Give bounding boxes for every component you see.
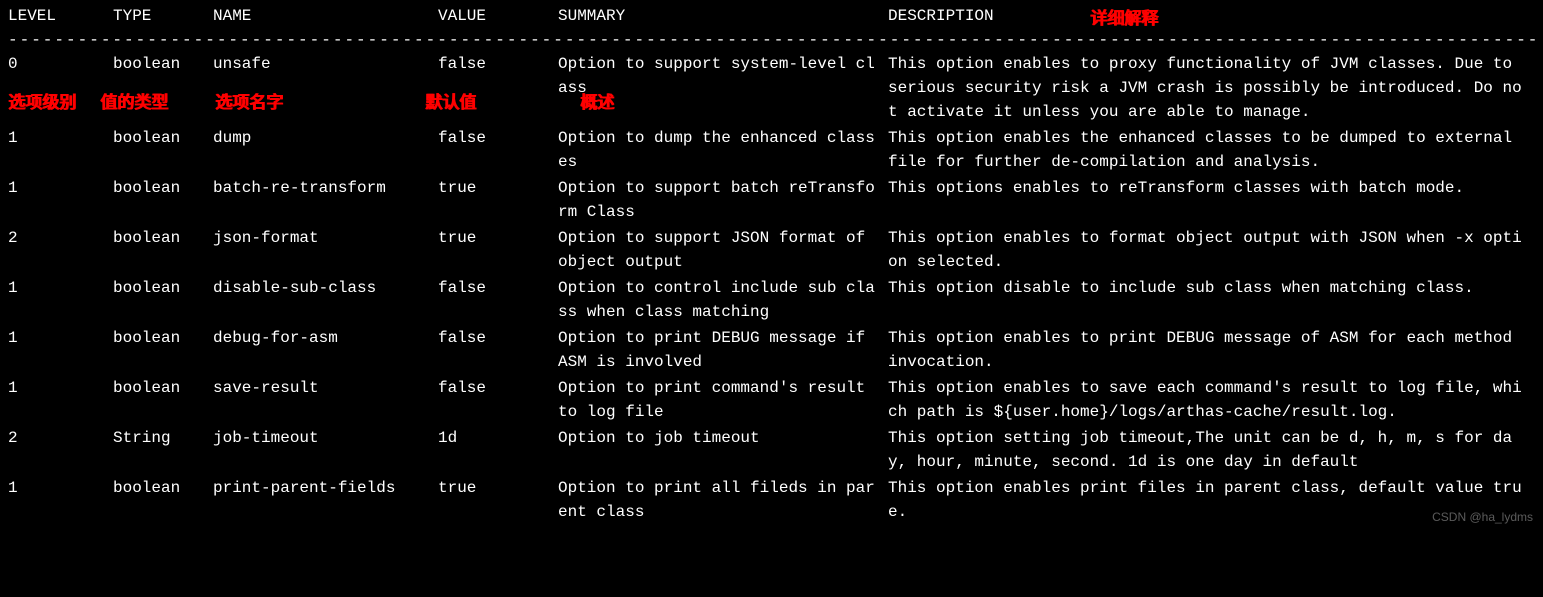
- annot-name: 选项名字: [215, 90, 283, 116]
- cell-description: This option setting job timeout,The unit…: [888, 426, 1528, 474]
- annot-value: 默认值: [425, 90, 476, 116]
- cell-type: boolean: [113, 326, 213, 350]
- cell-type: boolean: [113, 226, 213, 250]
- cell-name: json-format: [213, 226, 438, 250]
- cell-level: 1: [8, 326, 113, 350]
- cell-level: 1: [8, 376, 113, 400]
- annot-description: 详细解释: [1090, 6, 1158, 32]
- cell-value: true: [438, 476, 558, 500]
- table-row: 1booleanprint-parent-fieldstrueOption to…: [8, 476, 1535, 524]
- cell-summary: Option to print all fileds in parent cla…: [558, 476, 888, 524]
- cell-name: disable-sub-class: [213, 276, 438, 300]
- cell-description: This option enables to format object out…: [888, 226, 1528, 274]
- cell-name: print-parent-fields: [213, 476, 438, 500]
- cell-name: batch-re-transform: [213, 176, 438, 200]
- cell-type: boolean: [113, 376, 213, 400]
- cell-value: false: [438, 376, 558, 400]
- cell-name: save-result: [213, 376, 438, 400]
- header-level: LEVEL: [8, 4, 113, 28]
- cell-summary: Option to print command's result to log …: [558, 376, 888, 424]
- header-name: NAME: [213, 4, 438, 28]
- table-row: 1booleandumpfalseOption to dump the enha…: [8, 126, 1535, 174]
- table-row: 2Stringjob-timeout1dOption to job timeou…: [8, 426, 1535, 474]
- separator-line: ----------------------------------------…: [8, 28, 1535, 52]
- cell-description: This option enables to save each command…: [888, 376, 1528, 424]
- table-row: 2booleanjson-formattrueOption to support…: [8, 226, 1535, 274]
- table-header-row: LEVEL TYPE NAME VALUE SUMMARY DESCRIPTIO…: [8, 4, 1535, 28]
- cell-level: 1: [8, 276, 113, 300]
- header-value: VALUE: [438, 4, 558, 28]
- header-type: TYPE: [113, 4, 213, 28]
- cell-name: debug-for-asm: [213, 326, 438, 350]
- cell-level: 2: [8, 226, 113, 250]
- cell-summary: Option to control include sub class when…: [558, 276, 888, 324]
- cell-value: false: [438, 126, 558, 150]
- annot-type: 值的类型: [100, 90, 168, 116]
- cell-description: This option disable to include sub class…: [888, 276, 1528, 300]
- cell-description: This option enables to print DEBUG messa…: [888, 326, 1528, 374]
- table-row: 1booleanbatch-re-transformtrueOption to …: [8, 176, 1535, 224]
- header-description: DESCRIPTION: [888, 4, 1528, 28]
- cell-value: false: [438, 52, 558, 76]
- table-row: 1booleansave-resultfalseOption to print …: [8, 376, 1535, 424]
- cell-level: 1: [8, 126, 113, 150]
- cell-name: job-timeout: [213, 426, 438, 450]
- header-summary: SUMMARY: [558, 4, 888, 28]
- annot-summary: 概述: [580, 90, 614, 116]
- cell-value: 1d: [438, 426, 558, 450]
- cell-type: String: [113, 426, 213, 450]
- cell-value: true: [438, 226, 558, 250]
- cell-level: 0: [8, 52, 113, 76]
- table-body: 0booleanunsafefalseOption to support sys…: [8, 52, 1535, 524]
- cell-type: boolean: [113, 176, 213, 200]
- cell-level: 1: [8, 476, 113, 500]
- cell-name: unsafe: [213, 52, 438, 76]
- cell-summary: Option to support batch reTransform Clas…: [558, 176, 888, 224]
- cell-name: dump: [213, 126, 438, 150]
- cell-value: false: [438, 326, 558, 350]
- cell-summary: Option to print DEBUG message if ASM is …: [558, 326, 888, 374]
- cell-description: This option enables the enhanced classes…: [888, 126, 1528, 174]
- cell-summary: Option to job timeout: [558, 426, 888, 450]
- cell-description: This options enables to reTransform clas…: [888, 176, 1528, 200]
- cell-level: 2: [8, 426, 113, 450]
- cell-summary: Option to dump the enhanced classes: [558, 126, 888, 174]
- cell-type: boolean: [113, 52, 213, 76]
- cell-value: false: [438, 276, 558, 300]
- cell-value: true: [438, 176, 558, 200]
- cell-type: boolean: [113, 126, 213, 150]
- watermark: CSDN @ha_lydms: [1432, 508, 1533, 526]
- cell-level: 1: [8, 176, 113, 200]
- cell-type: boolean: [113, 276, 213, 300]
- table-row: 1booleandebug-for-asmfalseOption to prin…: [8, 326, 1535, 374]
- cell-summary: Option to support JSON format of object …: [558, 226, 888, 274]
- table-row: 1booleandisable-sub-classfalseOption to …: [8, 276, 1535, 324]
- cell-type: boolean: [113, 476, 213, 500]
- cell-description: This option enables to proxy functionali…: [888, 52, 1528, 124]
- annot-level: 选项级别: [8, 90, 76, 116]
